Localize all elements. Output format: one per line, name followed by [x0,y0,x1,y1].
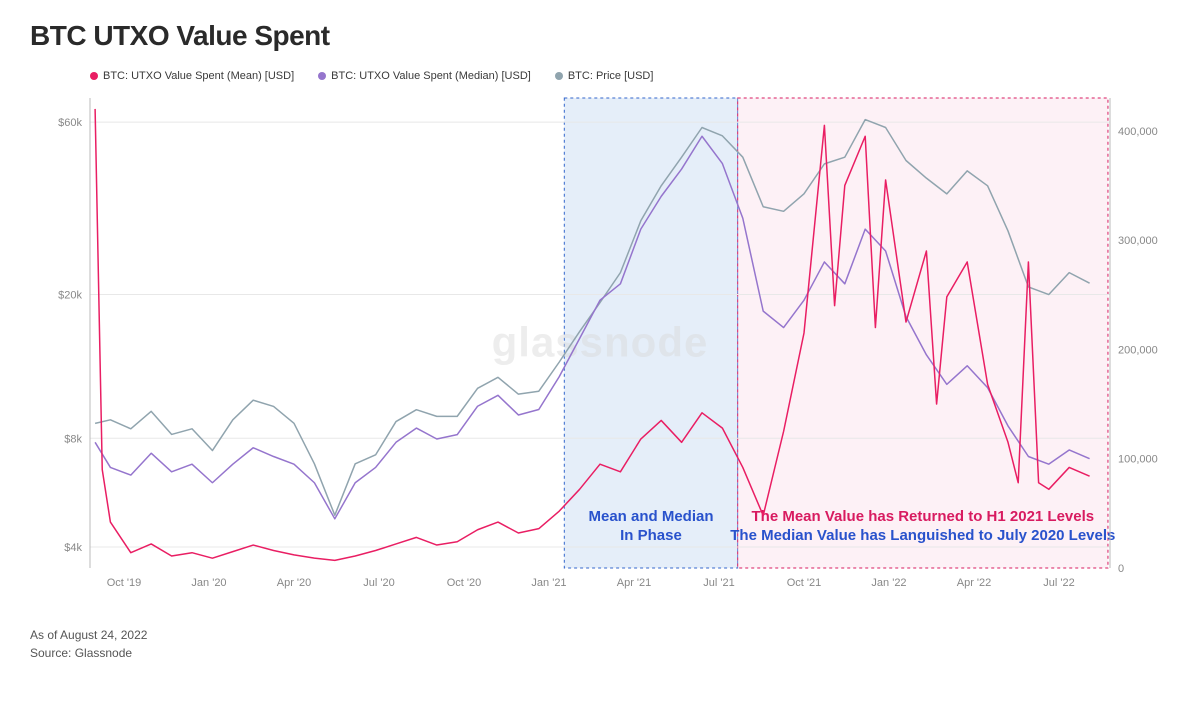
svg-text:100,000: 100,000 [1118,454,1158,466]
svg-text:In Phase: In Phase [620,527,682,544]
svg-text:$20k: $20k [58,290,82,302]
footer-source: Source: Glassnode [30,644,1170,662]
svg-text:Jan '20: Jan '20 [191,577,226,589]
legend-label: BTC: UTXO Value Spent (Mean) [USD] [103,70,294,82]
svg-text:Jul '20: Jul '20 [363,577,394,589]
chart-footer: As of August 24, 2022 Source: Glassnode [30,626,1170,662]
svg-text:glassnode: glassnode [492,319,709,366]
svg-text:Jul '22: Jul '22 [1043,577,1074,589]
svg-text:The Median Value has Languishe: The Median Value has Languished to July … [730,527,1115,544]
legend: BTC: UTXO Value Spent (Mean) [USD] BTC: U… [90,70,1170,82]
legend-item: BTC: UTXO Value Spent (Median) [USD] [318,70,531,82]
footer-date: As of August 24, 2022 [30,626,1170,644]
svg-text:$4k: $4k [64,542,82,554]
svg-text:Mean and Median: Mean and Median [588,508,713,525]
svg-text:Jul '21: Jul '21 [703,577,734,589]
svg-text:Jan '22: Jan '22 [871,577,906,589]
svg-text:Oct '20: Oct '20 [447,577,482,589]
chart-title: BTC UTXO Value Spent [30,20,1170,52]
svg-text:Oct '19: Oct '19 [107,577,142,589]
legend-dot [90,72,98,80]
legend-item: BTC: UTXO Value Spent (Mean) [USD] [90,70,294,82]
svg-text:Oct '21: Oct '21 [787,577,822,589]
legend-label: BTC: UTXO Value Spent (Median) [USD] [331,70,531,82]
chart-container: Mean and Median In Phase The Mean Value ha… [30,88,1170,608]
svg-text:Apr '20: Apr '20 [277,577,312,589]
legend-item: BTC: Price [USD] [555,70,654,82]
svg-text:200,000: 200,000 [1118,344,1158,356]
svg-text:Jan '21: Jan '21 [531,577,566,589]
svg-text:Apr '22: Apr '22 [957,577,992,589]
legend-dot [318,72,326,80]
svg-text:0: 0 [1118,563,1124,575]
legend-dot [555,72,563,80]
svg-text:300,000: 300,000 [1118,235,1158,247]
chart-svg: Mean and Median In Phase The Mean Value ha… [30,88,1170,608]
svg-text:Apr '21: Apr '21 [617,577,652,589]
svg-text:The Mean Value has Returned to: The Mean Value has Returned to H1 2021 L… [752,508,1095,525]
svg-text:400,000: 400,000 [1118,126,1158,138]
svg-text:$60k: $60k [58,117,82,129]
svg-text:$8k: $8k [64,433,82,445]
legend-label: BTC: Price [USD] [568,70,654,82]
